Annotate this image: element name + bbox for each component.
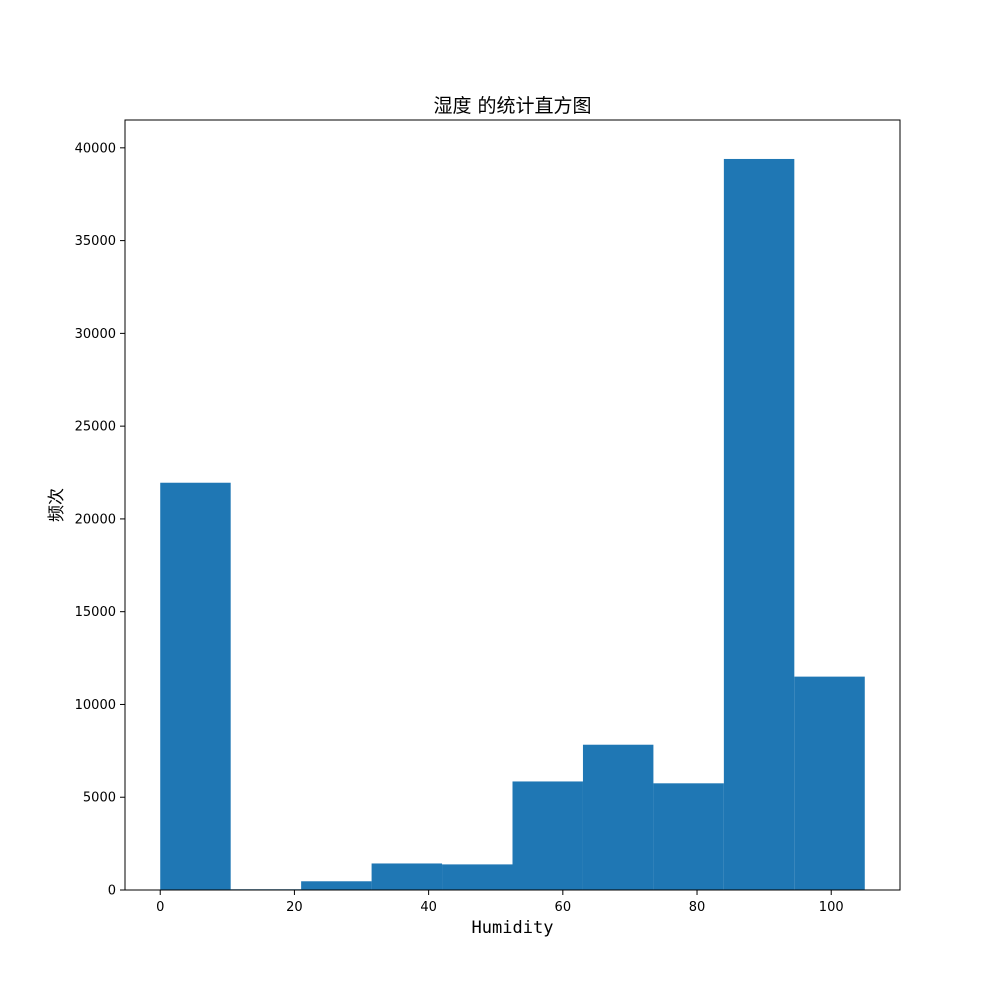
- histogram-bar: [371, 863, 443, 890]
- y-axis-label: 频次: [47, 488, 67, 522]
- x-axis: 0 20 40 60 80 100: [156, 890, 844, 915]
- histogram-bar: [582, 744, 654, 890]
- x-tick-label: 60: [555, 900, 572, 915]
- x-tick-label: 40: [420, 900, 437, 915]
- y-tick-label: 5000: [83, 791, 116, 806]
- plot-frame: [124, 119, 901, 891]
- x-tick-label: 20: [286, 900, 303, 915]
- bars-group: [160, 158, 865, 890]
- x-tick-label: 80: [689, 900, 706, 915]
- y-tick-label: 20000: [75, 512, 116, 527]
- x-tick-label: 0: [156, 900, 164, 915]
- y-tick-label: 0: [108, 884, 116, 899]
- chart-title: 湿度 的统计直方图: [433, 95, 591, 117]
- y-tick-label: 35000: [75, 234, 116, 249]
- x-tick-label: 100: [819, 900, 844, 915]
- histogram-bar: [723, 158, 795, 890]
- histogram-bar: [794, 676, 865, 890]
- y-tick-label: 15000: [75, 605, 116, 620]
- x-axis-label: Humidity: [472, 918, 554, 938]
- y-axis: 0 5000 10000 15000 20000 25000 30000 35000 40000: [75, 141, 125, 899]
- y-tick-label: 10000: [75, 698, 116, 713]
- y-tick-label: 25000: [75, 420, 116, 435]
- y-tick-label: 30000: [75, 327, 116, 342]
- histogram-bar: [512, 781, 583, 890]
- histogram-bar: [301, 881, 372, 890]
- histogram-bar: [442, 864, 513, 890]
- y-tick-label: 40000: [75, 141, 116, 156]
- histogram-bar: [653, 783, 724, 890]
- histogram-bar: [160, 482, 231, 890]
